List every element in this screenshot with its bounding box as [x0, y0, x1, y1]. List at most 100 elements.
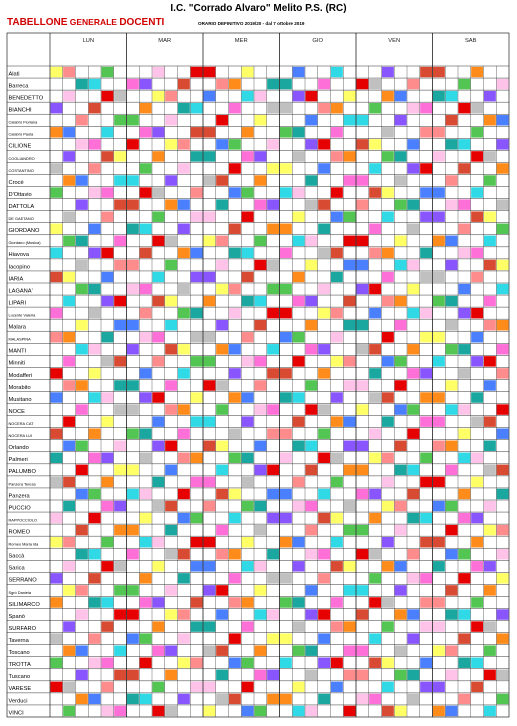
- lesson-slot: [483, 524, 496, 536]
- lesson-slot: [394, 585, 407, 596]
- lesson-slot: [496, 693, 509, 705]
- lesson-slot: [75, 440, 88, 451]
- lesson-slot: [152, 271, 165, 283]
- lesson-slot: [330, 247, 343, 259]
- lesson-slot: [177, 609, 190, 620]
- lesson-slot: [75, 259, 88, 271]
- lesson-slot: [152, 476, 165, 488]
- lesson-slot: [305, 549, 318, 560]
- lesson-slot: [190, 452, 203, 464]
- lesson-slot: [254, 705, 267, 717]
- lesson-slot: [432, 440, 445, 451]
- lesson-slot: [305, 380, 318, 391]
- lesson-slot: [101, 536, 114, 548]
- lesson-slot: [330, 681, 343, 693]
- lesson-slot: [420, 66, 433, 78]
- lesson-slot: [305, 259, 318, 271]
- lesson-slot: [471, 512, 484, 524]
- lesson-slot: [50, 66, 63, 78]
- lesson-slot: [114, 524, 127, 536]
- lesson-slot: [241, 127, 254, 138]
- lesson-slot: [496, 283, 509, 295]
- lesson-slot: [75, 235, 88, 247]
- lesson-slot: [165, 175, 178, 186]
- lesson-slot: [50, 223, 63, 234]
- lesson-slot: [369, 452, 382, 464]
- teacher-name: Crocè: [9, 180, 24, 186]
- teacher-name: Malara: [9, 325, 27, 331]
- lesson-slot: [139, 368, 152, 379]
- lesson-slot: [305, 500, 318, 512]
- lesson-slot: [292, 211, 305, 222]
- lesson-slot: [88, 187, 101, 198]
- lesson-slot: [126, 344, 139, 355]
- lesson-slot: [458, 633, 471, 644]
- lesson-slot: [279, 307, 292, 319]
- lesson-slot: [152, 356, 165, 367]
- lesson-slot: [356, 524, 369, 536]
- lesson-slot: [203, 681, 216, 693]
- lesson-slot: [203, 476, 216, 488]
- lesson-slot: [152, 440, 165, 451]
- lesson-slot: [445, 319, 458, 331]
- teacher-name: IARIA: [9, 276, 24, 282]
- lesson-slot: [445, 139, 458, 150]
- lesson-slot: [126, 199, 139, 210]
- heading-part-1: TABELLONE: [7, 17, 68, 28]
- lesson-slot: [177, 368, 190, 379]
- lesson-slot: [254, 235, 267, 247]
- lesson-slot: [407, 428, 420, 439]
- lesson-slot: [50, 657, 63, 668]
- lesson-slot: [369, 597, 382, 608]
- lesson-slot: [471, 452, 484, 464]
- lesson-slot: [152, 536, 165, 548]
- lesson-slot: [420, 476, 433, 488]
- lesson-slot: [471, 66, 484, 78]
- teacher-name: NOCE: [9, 409, 26, 415]
- day-header: GIO: [312, 38, 323, 44]
- lesson-slot: [305, 705, 318, 717]
- lesson-slot: [101, 127, 114, 138]
- lesson-slot: [394, 645, 407, 656]
- lesson-slot: [305, 524, 318, 536]
- lesson-slot: [483, 585, 496, 596]
- lesson-slot: [458, 488, 471, 500]
- lesson-slot: [483, 90, 496, 102]
- lesson-slot: [75, 78, 88, 90]
- lesson-slot: [165, 609, 178, 620]
- lesson-slot: [407, 633, 420, 644]
- lesson-slot: [241, 271, 254, 283]
- lesson-slot: [228, 344, 241, 355]
- lesson-slot: [330, 452, 343, 464]
- lesson-slot: [279, 488, 292, 500]
- lesson-slot: [254, 645, 267, 656]
- lesson-slot: [63, 271, 76, 283]
- lesson-slot: [152, 211, 165, 222]
- lesson-slot: [203, 127, 216, 138]
- lesson-slot: [177, 633, 190, 644]
- lesson-slot: [496, 319, 509, 331]
- lesson-slot: [241, 187, 254, 198]
- lesson-slot: [165, 295, 178, 307]
- lesson-slot: [50, 368, 63, 379]
- lesson-slot: [496, 344, 509, 355]
- lesson-slot: [203, 295, 216, 307]
- lesson-slot: [228, 283, 241, 295]
- lesson-slot: [279, 368, 292, 379]
- lesson-slot: [139, 573, 152, 584]
- lesson-slot: [190, 247, 203, 259]
- lesson-slot: [445, 344, 458, 355]
- lesson-slot: [343, 356, 356, 367]
- lesson-slot: [343, 259, 356, 271]
- lesson-slot: [420, 452, 433, 464]
- lesson-slot: [343, 380, 356, 391]
- lesson-slot: [63, 645, 76, 656]
- lesson-slot: [279, 392, 292, 403]
- lesson-slot: [88, 657, 101, 668]
- lesson-slot: [190, 392, 203, 403]
- teacher-name: MALASPINA: [9, 337, 32, 342]
- lesson-slot: [318, 307, 331, 319]
- lesson-slot: [471, 247, 484, 259]
- lesson-slot: [471, 187, 484, 198]
- lesson-slot: [241, 561, 254, 572]
